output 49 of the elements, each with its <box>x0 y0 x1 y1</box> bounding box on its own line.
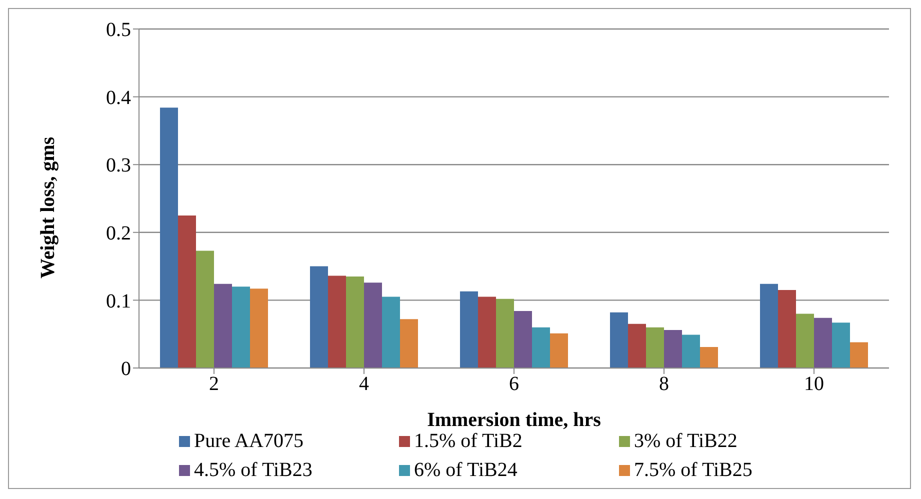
y-tick-label: 0.1 <box>106 290 131 312</box>
bar <box>778 290 796 368</box>
bar <box>664 330 682 368</box>
bar <box>250 288 268 368</box>
bar <box>550 333 568 368</box>
legend-label: 7.5% of TiB25 <box>634 459 752 482</box>
bar <box>610 312 628 368</box>
x-tick-label: 6 <box>509 373 519 396</box>
bar <box>400 319 418 368</box>
bar <box>850 342 868 368</box>
y-tick-label: 0.2 <box>106 222 131 244</box>
bar <box>514 311 532 368</box>
bar <box>628 324 646 368</box>
y-tick-label: 0.5 <box>106 19 131 42</box>
bar <box>328 276 346 368</box>
x-tick-label: 2 <box>209 373 219 396</box>
bar <box>814 318 832 368</box>
bar <box>532 327 550 368</box>
bar <box>832 322 850 368</box>
legend-label: 6% of TiB24 <box>414 459 518 482</box>
y-axis-title: Weight loss, gms <box>37 136 60 278</box>
x-tick-label: 4 <box>359 373 369 396</box>
bar <box>478 296 496 368</box>
y-tick-label: 0 <box>121 358 131 380</box>
bar <box>496 298 514 368</box>
x-axis-title: Immersion time, hrs <box>427 409 602 431</box>
y-tick-label: 0.3 <box>106 154 131 177</box>
bar <box>310 266 328 368</box>
bar <box>460 291 478 368</box>
bar <box>760 284 778 368</box>
bar <box>682 334 700 368</box>
bar <box>214 284 232 368</box>
x-tick-label: 10 <box>804 373 824 396</box>
legend-label: 3% of TiB22 <box>634 430 738 453</box>
y-tick-label: 0.4 <box>106 86 131 109</box>
bar <box>232 286 250 368</box>
bar <box>382 296 400 368</box>
bar <box>346 276 364 368</box>
bar <box>196 250 214 368</box>
x-tick-label: 8 <box>659 373 669 396</box>
legend-label: Pure AA7075 <box>194 430 304 453</box>
bar <box>796 314 814 368</box>
bar <box>160 108 178 368</box>
bar <box>178 215 196 368</box>
bar <box>646 327 664 368</box>
bar <box>364 282 382 368</box>
bar <box>700 346 718 368</box>
legend-label: 1.5% of TiB2 <box>414 430 522 453</box>
legend-label: 4.5% of TiB23 <box>194 459 312 482</box>
